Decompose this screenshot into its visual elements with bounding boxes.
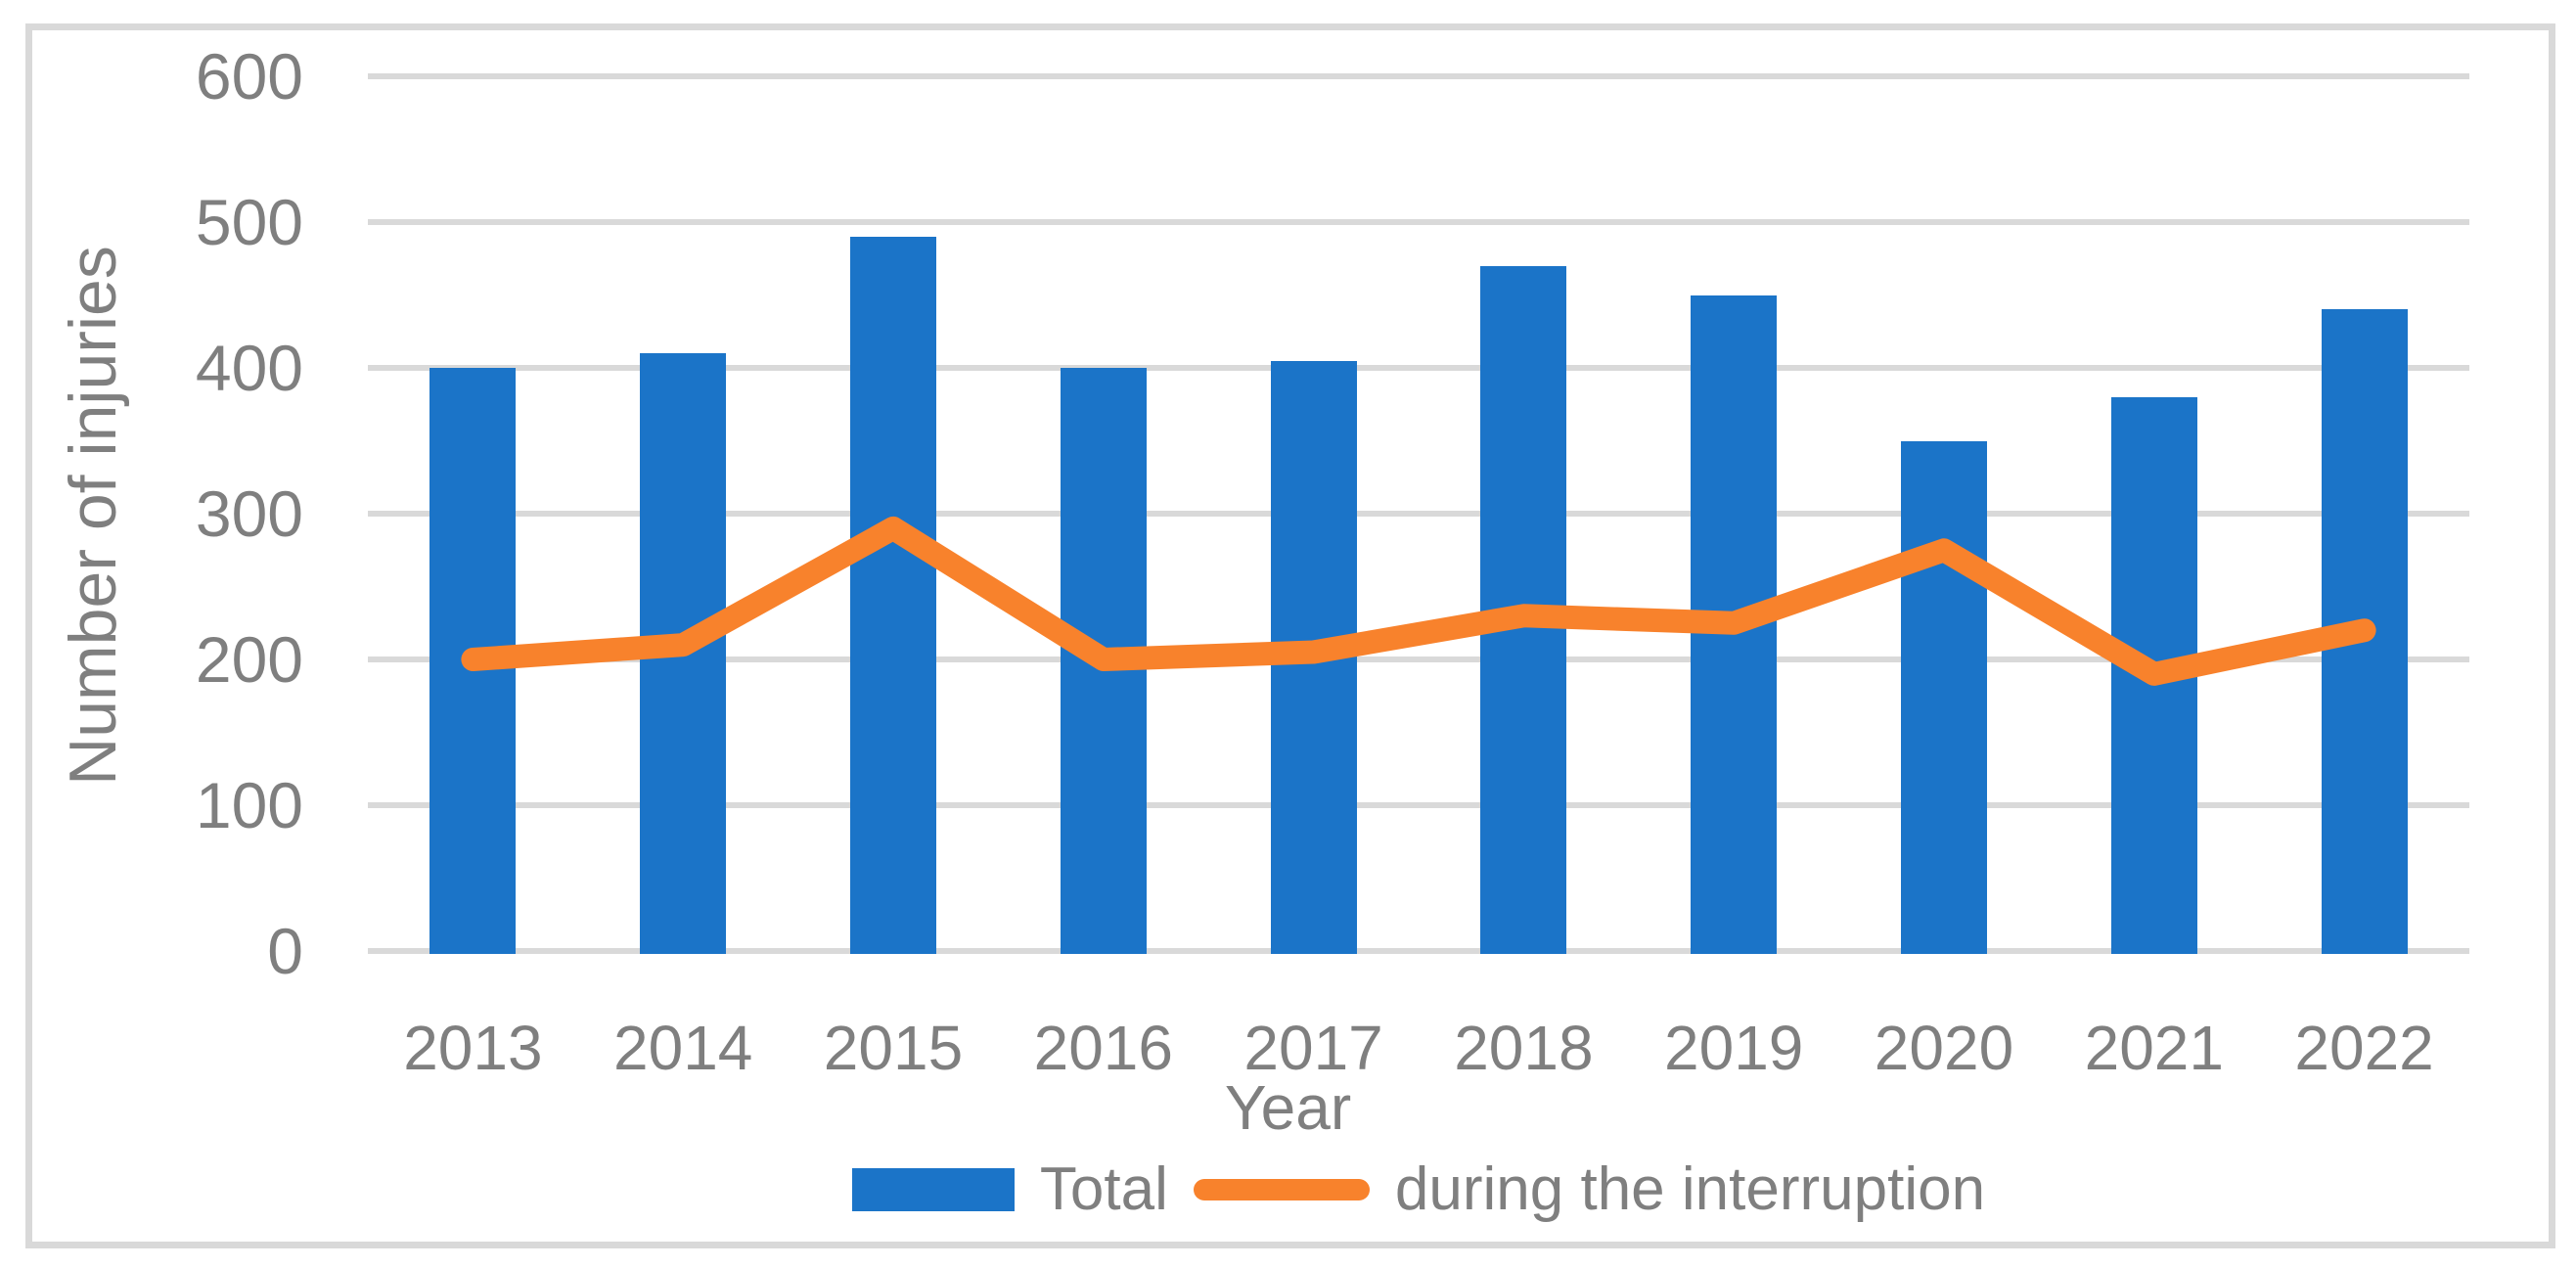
y-tick-label-100: 100: [195, 769, 303, 841]
y-tick-label-0: 0: [267, 915, 303, 987]
legend-line-swatch-icon: [1193, 1179, 1370, 1200]
y-tick-label-300: 300: [195, 477, 303, 550]
gridline-y-100: [368, 802, 2469, 808]
x-tick-label-2015: 2015: [823, 1013, 964, 1083]
legend-bar-swatch-icon: [851, 1168, 1015, 1211]
x-tick-label-2013: 2013: [403, 1013, 543, 1083]
y-tick-label-400: 400: [195, 332, 303, 404]
x-tick-label-2021: 2021: [2084, 1013, 2224, 1083]
x-axis-title: Year: [1224, 1072, 1352, 1143]
legend: Total during the interruption: [368, 1155, 2469, 1225]
y-tick-label-600: 600: [195, 40, 303, 113]
y-axis-title: Number of injuries: [56, 246, 130, 786]
bar-2020: [1901, 440, 1987, 954]
line-series-during-the-interruption: [461, 516, 2376, 686]
x-tick-label-2014: 2014: [613, 1013, 753, 1083]
gridline-y-600: [368, 73, 2469, 79]
x-tick-label-2019: 2019: [1664, 1013, 1804, 1083]
x-tick-label-2017: 2017: [1243, 1013, 1383, 1083]
x-tick-label-2016: 2016: [1033, 1013, 1173, 1083]
gridline-y-200: [368, 657, 2469, 662]
x-tick-label-2022: 2022: [2294, 1013, 2434, 1083]
y-tick-label-500: 500: [195, 186, 303, 258]
gridline-y-400: [368, 365, 2469, 371]
gridline-y-300: [368, 511, 2469, 517]
x-tick-label-2020: 2020: [1874, 1013, 2014, 1083]
line-path: [461, 516, 2376, 686]
legend-label-total: Total: [1039, 1155, 1168, 1223]
legend-label-interruption: during the interruption: [1394, 1155, 1986, 1223]
y-tick-label-200: 200: [195, 623, 303, 696]
x-tick-label-2018: 2018: [1454, 1013, 1594, 1083]
gridline-y-0: [368, 948, 2469, 954]
gridline-y-500: [368, 219, 2469, 225]
bar-2015: [850, 236, 936, 954]
